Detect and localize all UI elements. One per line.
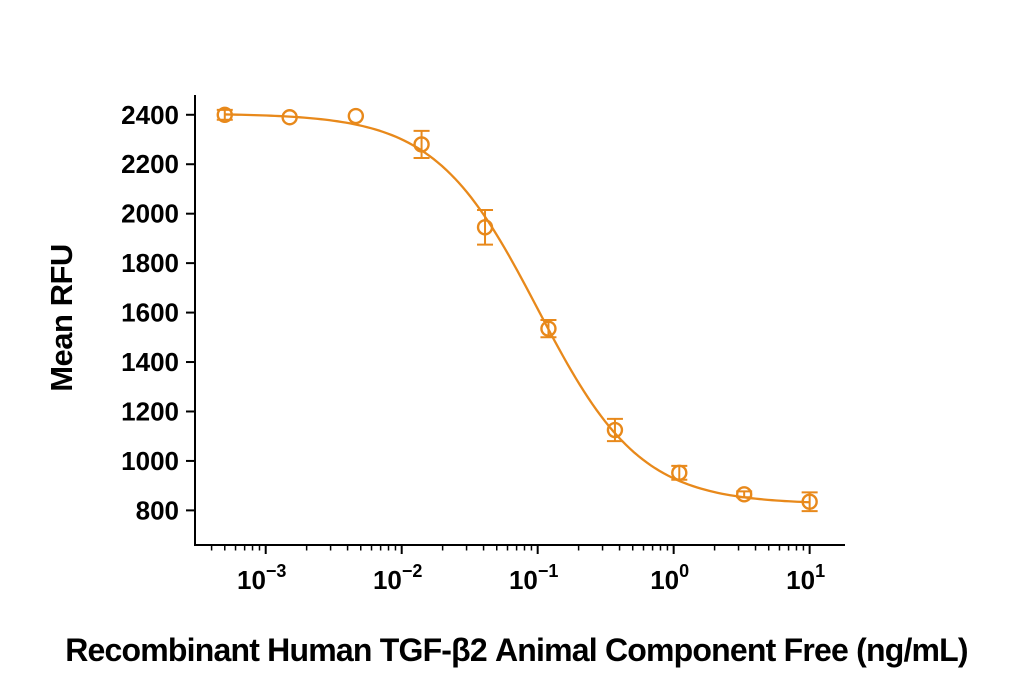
axis-spines xyxy=(194,95,845,546)
y-tick-label: 2400 xyxy=(121,100,179,130)
y-tick-label: 1800 xyxy=(121,248,179,278)
x-tick-label: 101 xyxy=(786,561,825,595)
y-axis-title: Mean RFU xyxy=(44,244,79,392)
x-axis-ticks: 10−3 10−2 10−1 100 101 xyxy=(237,545,825,595)
x-tick-label: 10−3 xyxy=(237,561,286,595)
x-tick-label: 10−2 xyxy=(373,561,422,595)
data-points xyxy=(216,106,818,510)
y-tick-label: 2000 xyxy=(121,199,179,229)
fit-curve xyxy=(224,113,810,504)
error-bars xyxy=(216,108,818,513)
data-point-marker xyxy=(540,320,557,337)
data-point-marker xyxy=(801,493,818,510)
y-tick-label: 1000 xyxy=(121,446,179,476)
data-point-marker xyxy=(671,464,688,482)
data-point-marker xyxy=(606,421,624,439)
data-point-marker xyxy=(281,109,298,126)
data-point-marker xyxy=(413,136,430,153)
x-axis-title: Recombinant Human TGF-β2 Animal Componen… xyxy=(65,632,968,668)
x-axis-minor-ticks xyxy=(210,545,805,551)
y-tick-label: 1200 xyxy=(121,396,179,426)
y-tick-label: 2200 xyxy=(121,149,179,179)
y-tick-label: 1400 xyxy=(121,347,179,377)
x-tick-label: 10−1 xyxy=(509,561,558,595)
data-point-marker xyxy=(735,486,753,503)
data-point-marker xyxy=(216,106,233,123)
x-tick-label: 100 xyxy=(650,561,689,595)
y-tick-label: 800 xyxy=(136,495,179,525)
data-point-marker xyxy=(476,219,494,236)
data-point-marker xyxy=(347,107,365,125)
y-axis-ticks: 800 1000 1200 1400 1600 1800 2000 2200 2400 xyxy=(121,100,195,525)
y-tick-label: 1600 xyxy=(121,298,179,328)
